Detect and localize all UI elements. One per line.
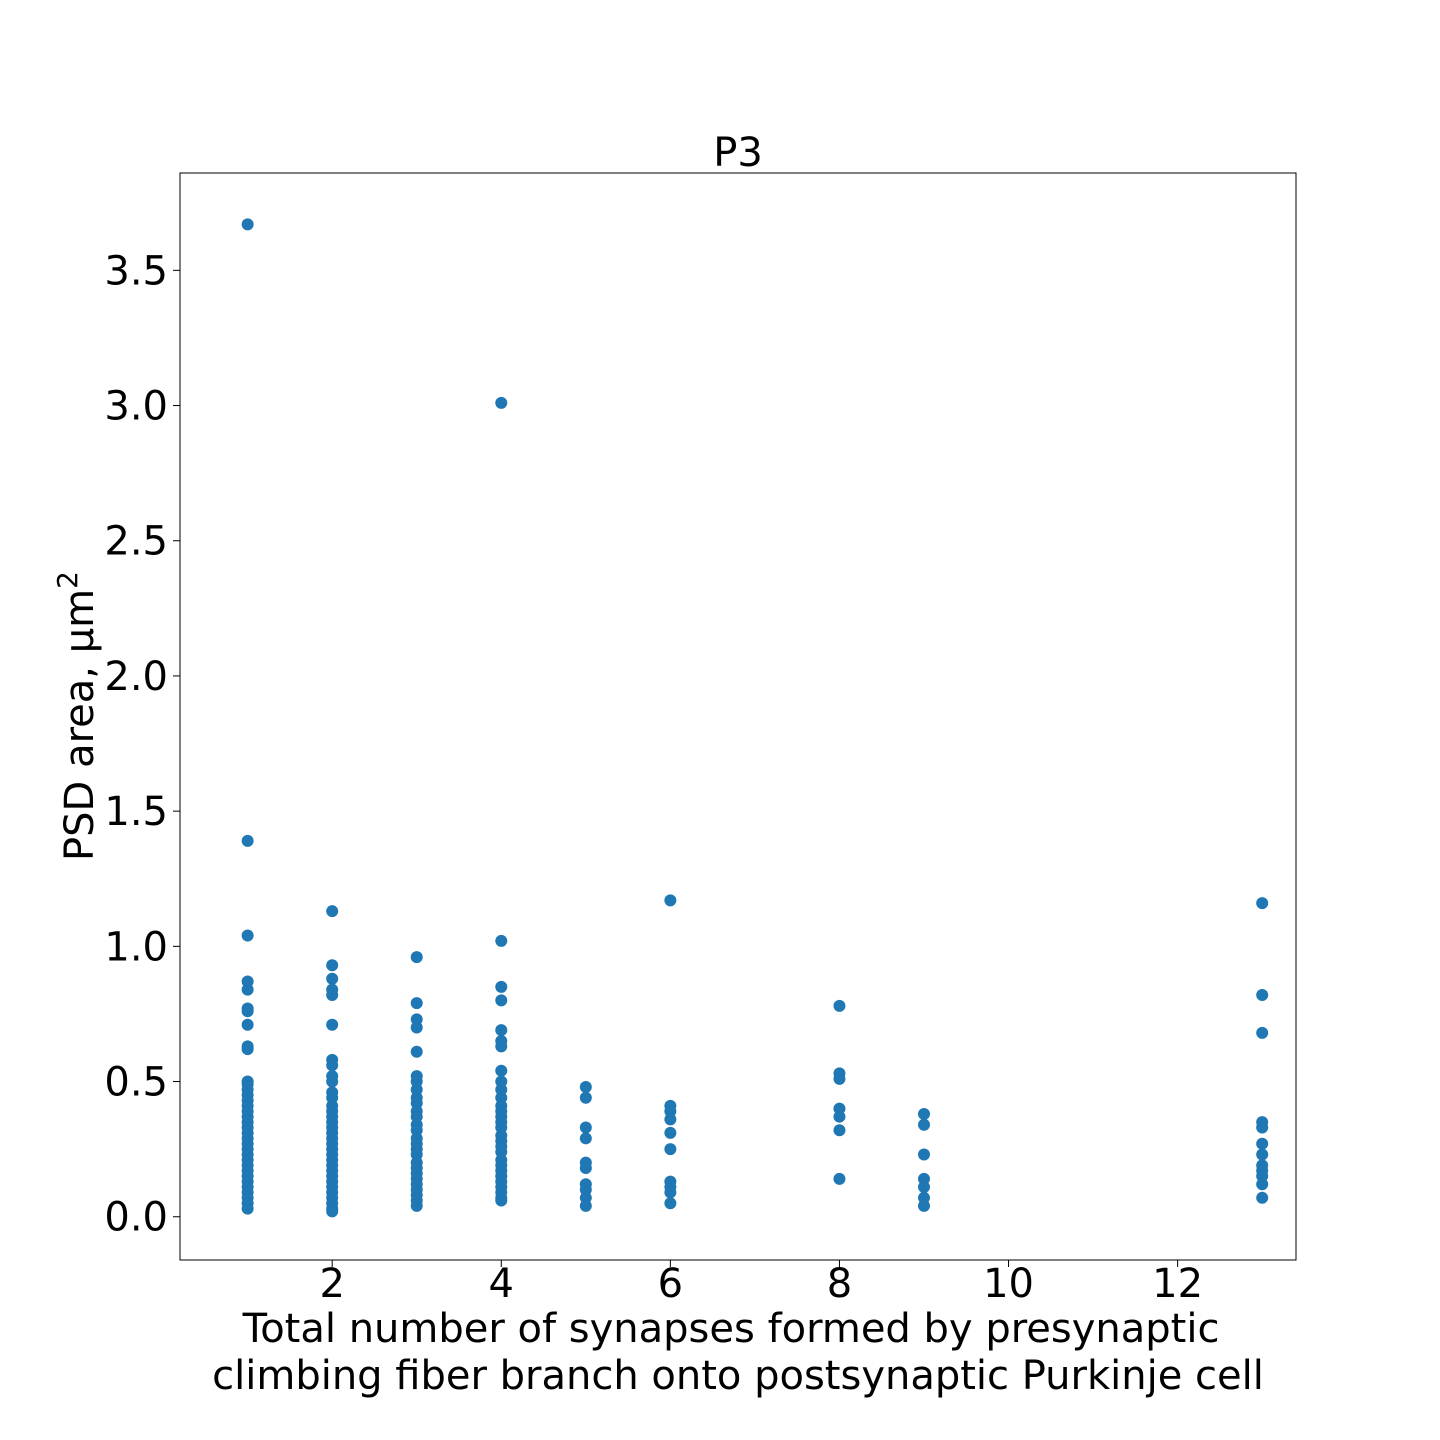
- data-point: [495, 396, 508, 409]
- data-point: [410, 997, 423, 1010]
- data-point: [241, 834, 254, 847]
- data-point: [1256, 1148, 1269, 1161]
- data-point: [326, 1205, 339, 1218]
- data-point: [918, 1107, 930, 1120]
- y-axis-label: PSD area, μm2: [51, 571, 103, 861]
- data-point: [833, 999, 846, 1012]
- data-point: [918, 1180, 930, 1193]
- y-axis-label-text: PSD area, μm: [57, 589, 103, 861]
- data-point: [1256, 1121, 1269, 1134]
- data-point: [833, 1072, 846, 1085]
- data-point: [579, 1121, 592, 1134]
- y-tick-label: 2.0: [104, 654, 168, 700]
- data-point: [664, 1197, 677, 1210]
- y-tick-label: 3.0: [104, 384, 168, 430]
- data-point: [918, 1118, 930, 1131]
- data-point: [664, 1113, 677, 1126]
- data-point: [495, 1064, 508, 1077]
- y-axis-ticks: 0.0 0.5 1.0 1.5 2.0 2.5 3.0 3.5: [104, 248, 180, 1241]
- data-point: [241, 983, 254, 996]
- data-point: [495, 934, 508, 947]
- data-point: [833, 1124, 846, 1137]
- data-point: [579, 1199, 592, 1212]
- data-point: [495, 994, 508, 1007]
- data-point: [1256, 897, 1269, 910]
- x-tick-label: 12: [1152, 1261, 1203, 1307]
- data-point: [664, 894, 677, 907]
- data-point: [410, 1021, 423, 1034]
- data-point: [918, 1199, 930, 1212]
- data-point: [1256, 989, 1269, 1002]
- data-point: [579, 1132, 592, 1145]
- data-point: [1256, 1191, 1269, 1204]
- y-tick-label: 3.5: [104, 248, 168, 294]
- data-point: [326, 959, 339, 972]
- data-point: [326, 989, 339, 1002]
- data-point: [410, 1045, 423, 1058]
- svg-text:PSD area, μm2: PSD area, μm2: [51, 571, 103, 861]
- data-point: [326, 905, 339, 918]
- data-point: [918, 1148, 930, 1161]
- data-point: [410, 951, 423, 964]
- data-points: [241, 218, 1269, 1218]
- data-point: [833, 1172, 846, 1185]
- data-point: [664, 1186, 677, 1199]
- x-tick-label: 4: [489, 1261, 514, 1307]
- y-tick-label: 0.0: [104, 1195, 168, 1241]
- data-point: [495, 1024, 508, 1037]
- y-tick-label: 1.0: [104, 924, 168, 970]
- x-axis-label-line-2: climbing fiber branch onto postsynaptic …: [212, 1353, 1264, 1399]
- x-tick-label: 2: [319, 1261, 344, 1307]
- data-point: [241, 218, 254, 231]
- data-point: [241, 1043, 254, 1056]
- chart-title: P3: [713, 130, 763, 176]
- data-point: [579, 1080, 592, 1093]
- data-point: [664, 1126, 677, 1139]
- y-tick-label: 2.5: [104, 519, 168, 565]
- data-point: [495, 980, 508, 993]
- data-point: [326, 972, 339, 985]
- data-point: [1256, 1178, 1269, 1191]
- y-axis-label-superscript: 2: [51, 571, 84, 589]
- data-point: [1256, 1026, 1269, 1039]
- data-point: [664, 1143, 677, 1156]
- data-point: [326, 1018, 339, 1031]
- data-point: [326, 1059, 339, 1072]
- x-tick-label: 8: [827, 1261, 852, 1307]
- data-point: [326, 1075, 339, 1088]
- x-tick-label: 10: [983, 1261, 1034, 1307]
- x-axis-label: Total number of synapses formed by presy…: [212, 1306, 1264, 1399]
- data-point: [495, 1040, 508, 1053]
- data-point: [241, 929, 254, 942]
- data-point: [579, 1162, 592, 1175]
- data-point: [241, 1202, 254, 1215]
- plot-area-frame: [179, 172, 1297, 1261]
- y-tick-label: 0.5: [104, 1060, 168, 1106]
- data-point: [495, 1194, 508, 1207]
- x-tick-label: 6: [658, 1261, 683, 1307]
- data-point: [579, 1091, 592, 1104]
- y-tick-label: 1.5: [104, 789, 168, 835]
- data-point: [241, 1018, 254, 1031]
- data-point: [241, 1005, 254, 1018]
- data-point: [410, 1199, 423, 1212]
- x-axis-label-line-1: Total number of synapses formed by presy…: [242, 1306, 1220, 1352]
- x-axis-ticks: 2 4 6 8 10 12: [319, 1260, 1203, 1307]
- data-point: [1256, 1137, 1269, 1150]
- data-point: [833, 1110, 846, 1123]
